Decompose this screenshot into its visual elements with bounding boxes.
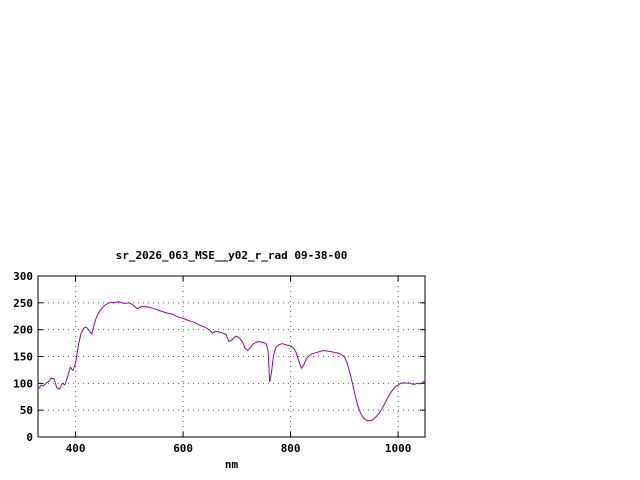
x-tick-label: 400	[66, 442, 86, 455]
y-tick-label: 300	[13, 270, 33, 283]
y-tick-label: 200	[13, 324, 33, 337]
x-axis-label: nm	[224, 458, 239, 471]
plot-border	[37, 275, 426, 438]
y-tick-label: 150	[13, 351, 33, 364]
chart-title: sr_2026_063_MSE__y02_r_rad 09-38-00	[115, 249, 348, 262]
y-tick-label: 100	[13, 377, 33, 390]
x-tick-label: 800	[281, 442, 301, 455]
y-tick-label: 250	[13, 297, 33, 310]
x-tick-label: 600	[173, 442, 193, 455]
y-tick-label: 0	[26, 431, 33, 444]
data-line-spectral_radiance	[38, 301, 425, 422]
x-tick-label: 1000	[385, 442, 412, 455]
y-tick-label: 50	[20, 404, 33, 417]
